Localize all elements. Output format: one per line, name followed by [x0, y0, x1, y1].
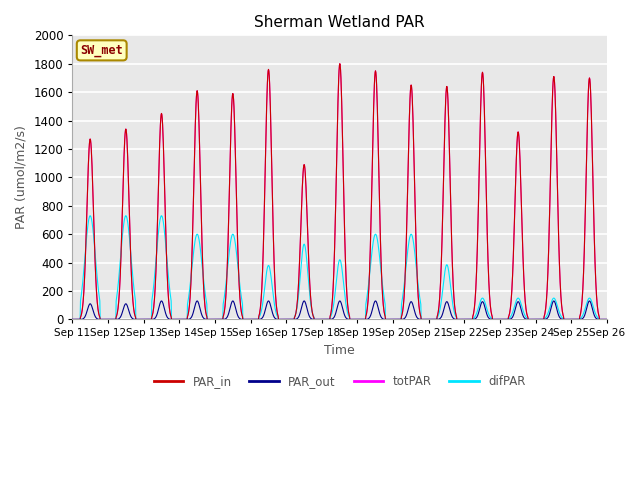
Legend: PAR_in, PAR_out, totPAR, difPAR: PAR_in, PAR_out, totPAR, difPAR: [149, 371, 531, 393]
Y-axis label: PAR (umol/m2/s): PAR (umol/m2/s): [15, 125, 28, 229]
Text: SW_met: SW_met: [81, 44, 123, 57]
X-axis label: Time: Time: [324, 344, 355, 357]
Title: Sherman Wetland PAR: Sherman Wetland PAR: [254, 15, 425, 30]
